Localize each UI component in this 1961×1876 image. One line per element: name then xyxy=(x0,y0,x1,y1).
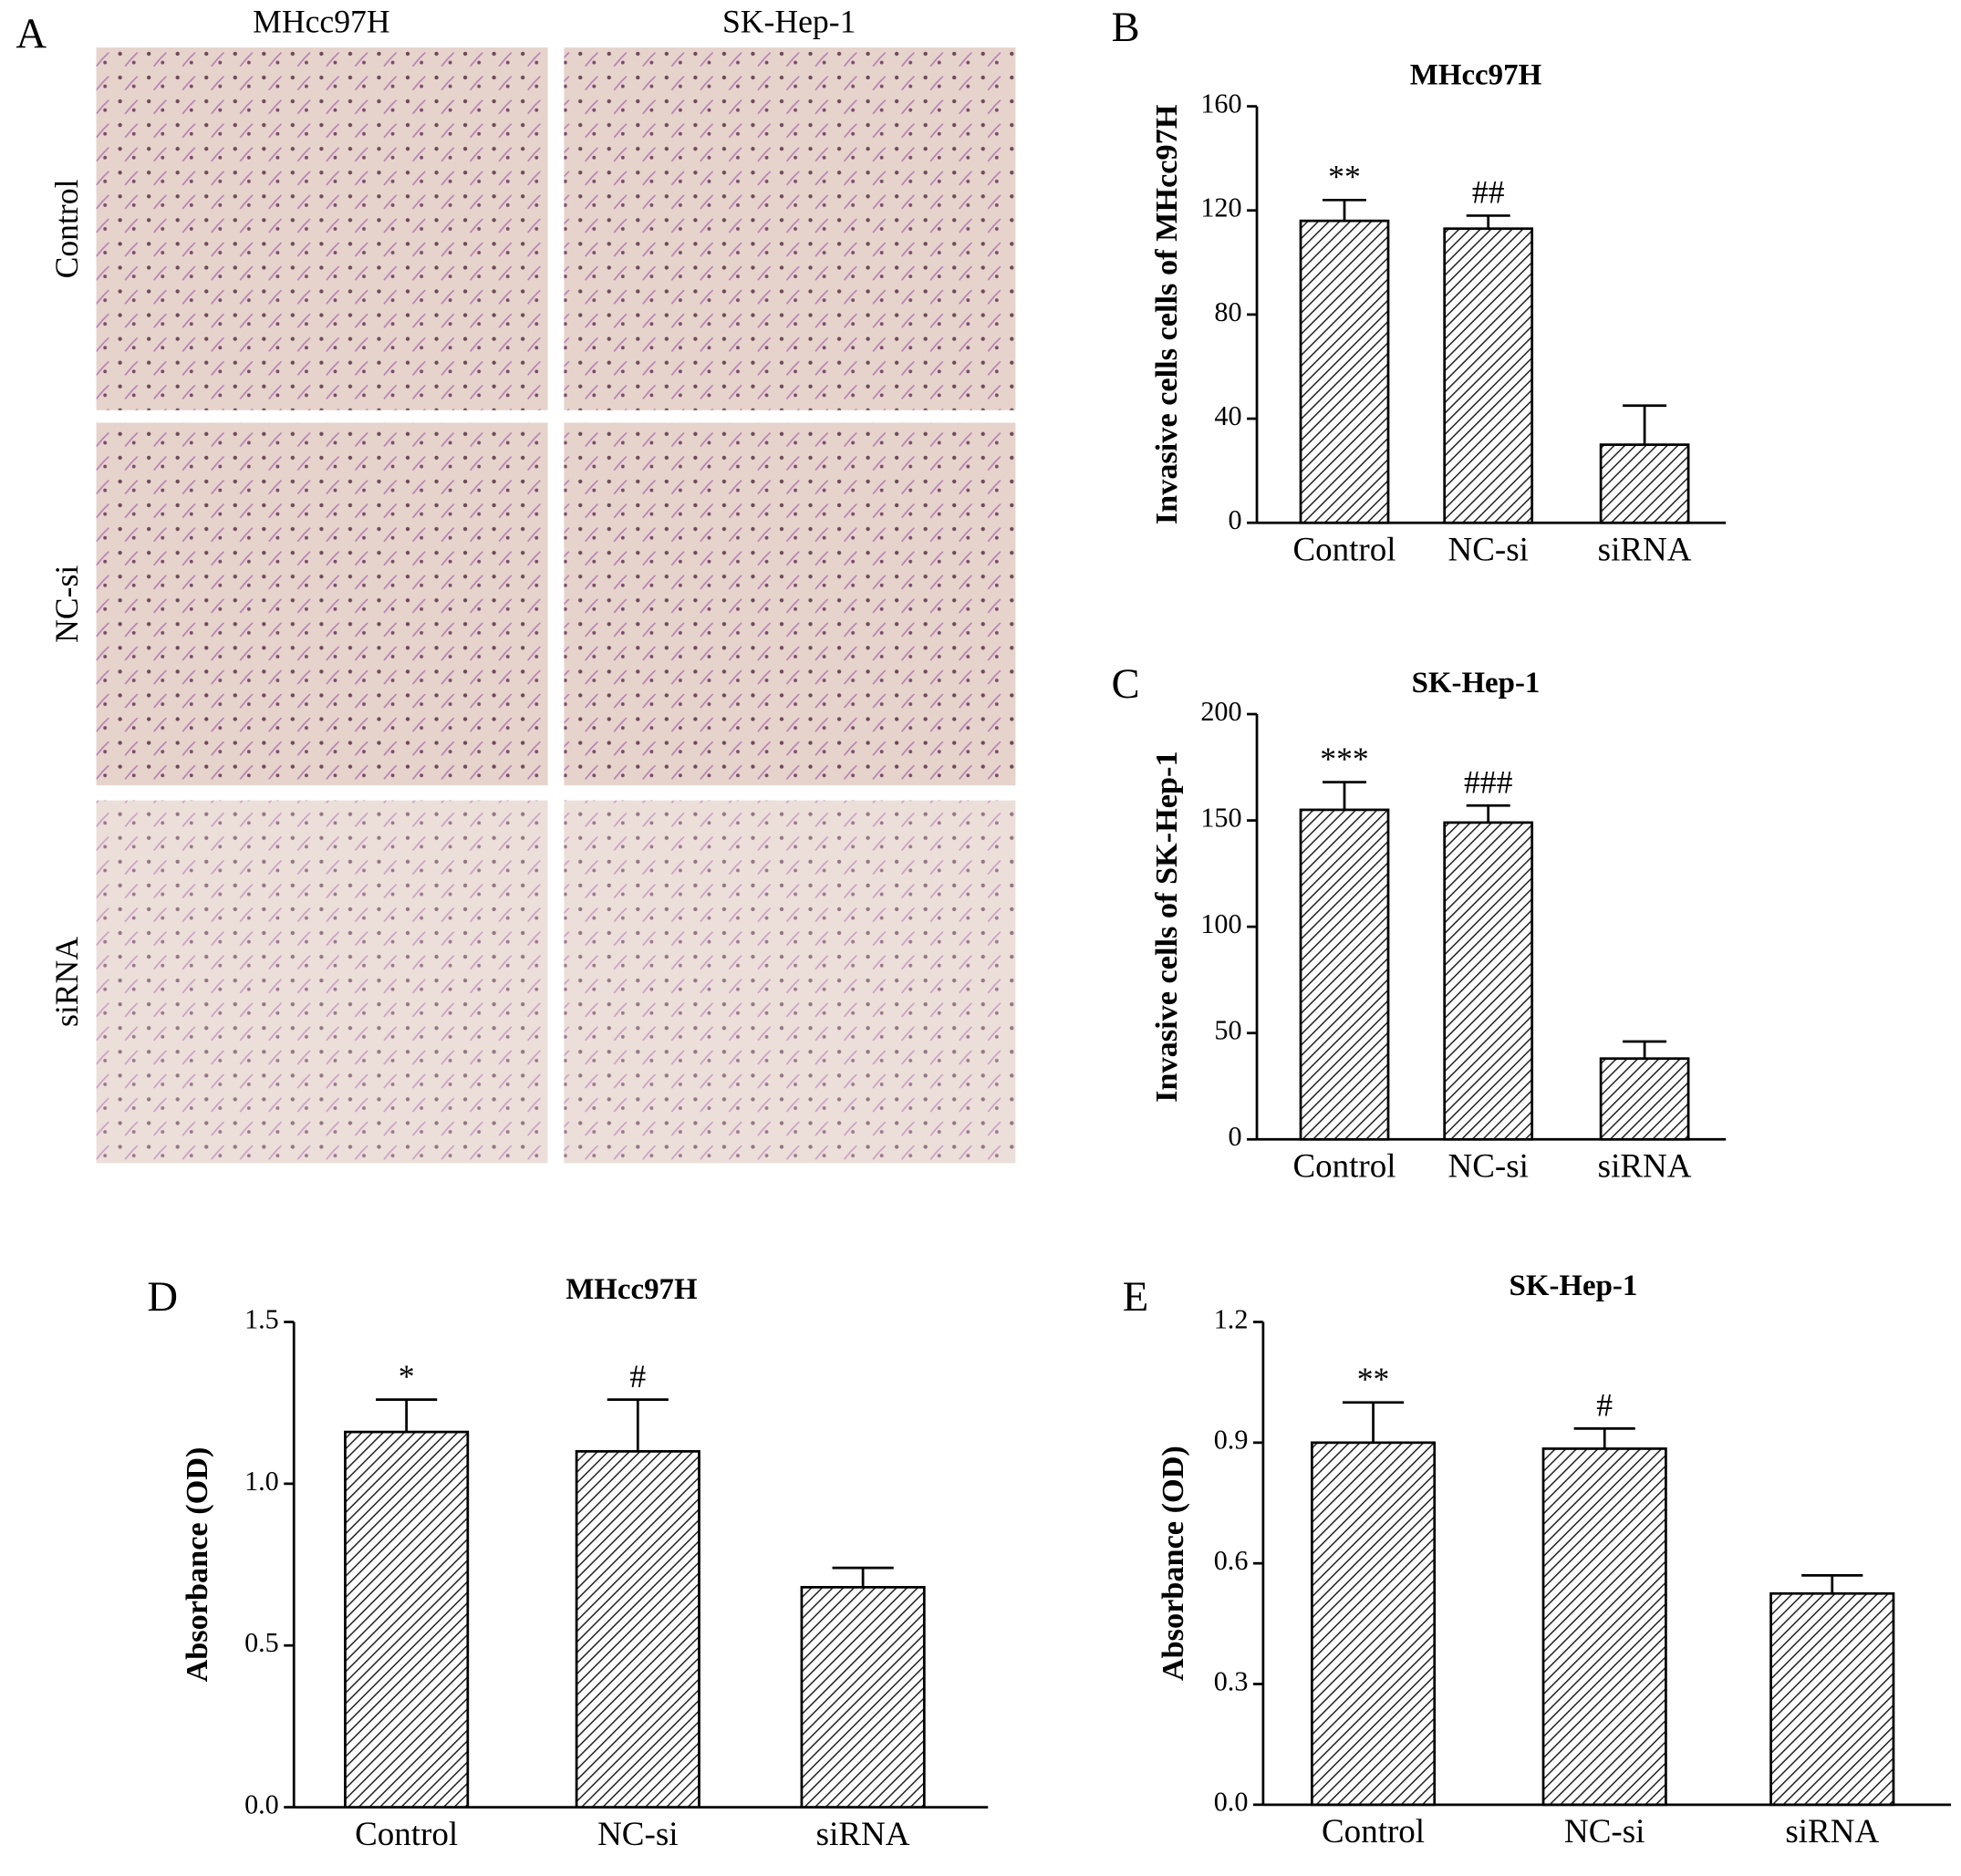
x-tick-label: NC-si xyxy=(597,1816,678,1853)
x-tick-label: Control xyxy=(1322,1813,1425,1850)
chart-title: MHcc97H xyxy=(1410,59,1542,92)
y-tick-label: 200 xyxy=(1200,696,1241,727)
panel-letter: D xyxy=(147,1273,178,1321)
panel-letter: E xyxy=(1123,1273,1148,1321)
micrograph xyxy=(96,800,548,1164)
bar xyxy=(800,1585,926,1809)
x-tick-label: siRNA xyxy=(1785,1813,1879,1850)
panel-letter: C xyxy=(1112,660,1140,708)
significance-annotation: ## xyxy=(1472,174,1505,211)
significance-annotation: # xyxy=(629,1358,646,1394)
bar xyxy=(1541,1447,1667,1807)
x-tick-label: siRNA xyxy=(1598,1148,1692,1186)
panel-letter: B xyxy=(1112,4,1140,51)
x-tick-label: NC-si xyxy=(1447,1148,1528,1186)
significance-annotation: *** xyxy=(1320,741,1368,777)
y-tick-label: 0 xyxy=(1228,504,1241,535)
x-tick-label: NC-si xyxy=(1447,532,1528,569)
chart-title: SK-Hep-1 xyxy=(1510,1270,1638,1302)
row-label: NC-si xyxy=(48,565,85,643)
bar xyxy=(344,1430,470,1809)
y-axis-label: Invasive cells of SK-Hep-1 xyxy=(1149,751,1184,1103)
micrograph xyxy=(564,47,1016,410)
micrograph xyxy=(96,422,548,786)
y-tick-label: 0 xyxy=(1228,1121,1241,1152)
chart-title: MHcc97H xyxy=(565,1273,698,1306)
y-tick-label: 80 xyxy=(1214,296,1241,327)
significance-annotation: ** xyxy=(1328,159,1361,195)
y-tick-label: 100 xyxy=(1200,908,1241,939)
bar xyxy=(575,1450,700,1809)
y-tick-label: 1.5 xyxy=(244,1303,279,1334)
y-tick-label: 0.0 xyxy=(1214,1787,1249,1818)
x-tick-label: siRNA xyxy=(1598,532,1692,569)
bar xyxy=(1769,1591,1895,1807)
x-tick-label: NC-si xyxy=(1564,1813,1645,1850)
y-tick-label: 40 xyxy=(1214,400,1241,431)
micrograph xyxy=(564,422,1016,786)
chart-title: SK-Hep-1 xyxy=(1412,667,1541,700)
bar xyxy=(1310,1441,1437,1807)
significance-annotation: # xyxy=(1596,1387,1613,1424)
y-tick-label: 150 xyxy=(1200,803,1241,834)
y-tick-label: 50 xyxy=(1214,1015,1241,1046)
bar xyxy=(1443,821,1534,1141)
y-tick-label: 1.0 xyxy=(244,1466,279,1497)
bar xyxy=(1599,1057,1690,1141)
y-axis-label: Absorbance (OD) xyxy=(180,1447,214,1683)
y-tick-label: 120 xyxy=(1200,192,1241,223)
y-tick-label: 0.6 xyxy=(1214,1545,1249,1576)
bar xyxy=(1599,443,1690,524)
x-tick-label: Control xyxy=(1292,1148,1396,1186)
column-label: SK-Hep-1 xyxy=(722,4,856,40)
y-axis-label: Absorbance (OD) xyxy=(1156,1446,1190,1681)
panel-letter: A xyxy=(16,10,47,57)
x-tick-label: Control xyxy=(1292,532,1396,569)
bar xyxy=(1443,227,1534,524)
bar xyxy=(1299,219,1390,524)
row-label: Control xyxy=(48,179,85,278)
significance-annotation: ### xyxy=(1464,764,1513,801)
y-tick-label: 0.5 xyxy=(244,1627,279,1658)
micrograph xyxy=(564,800,1016,1164)
y-tick-label: 1.2 xyxy=(1214,1303,1249,1334)
bar xyxy=(1299,808,1390,1141)
x-tick-label: siRNA xyxy=(816,1816,910,1853)
micrograph xyxy=(96,47,548,410)
significance-annotation: * xyxy=(399,1358,415,1394)
x-tick-label: Control xyxy=(355,1816,458,1853)
row-label: siRNA xyxy=(48,937,85,1027)
y-tick-label: 0.9 xyxy=(1214,1425,1249,1456)
y-tick-label: 160 xyxy=(1200,88,1241,119)
significance-annotation: ** xyxy=(1357,1361,1390,1397)
y-tick-label: 0.3 xyxy=(1214,1665,1249,1696)
y-axis-label: Invasive cells cells of MHcc97H xyxy=(1149,104,1184,524)
column-label: MHcc97H xyxy=(253,4,389,40)
y-tick-label: 0.0 xyxy=(244,1788,279,1819)
